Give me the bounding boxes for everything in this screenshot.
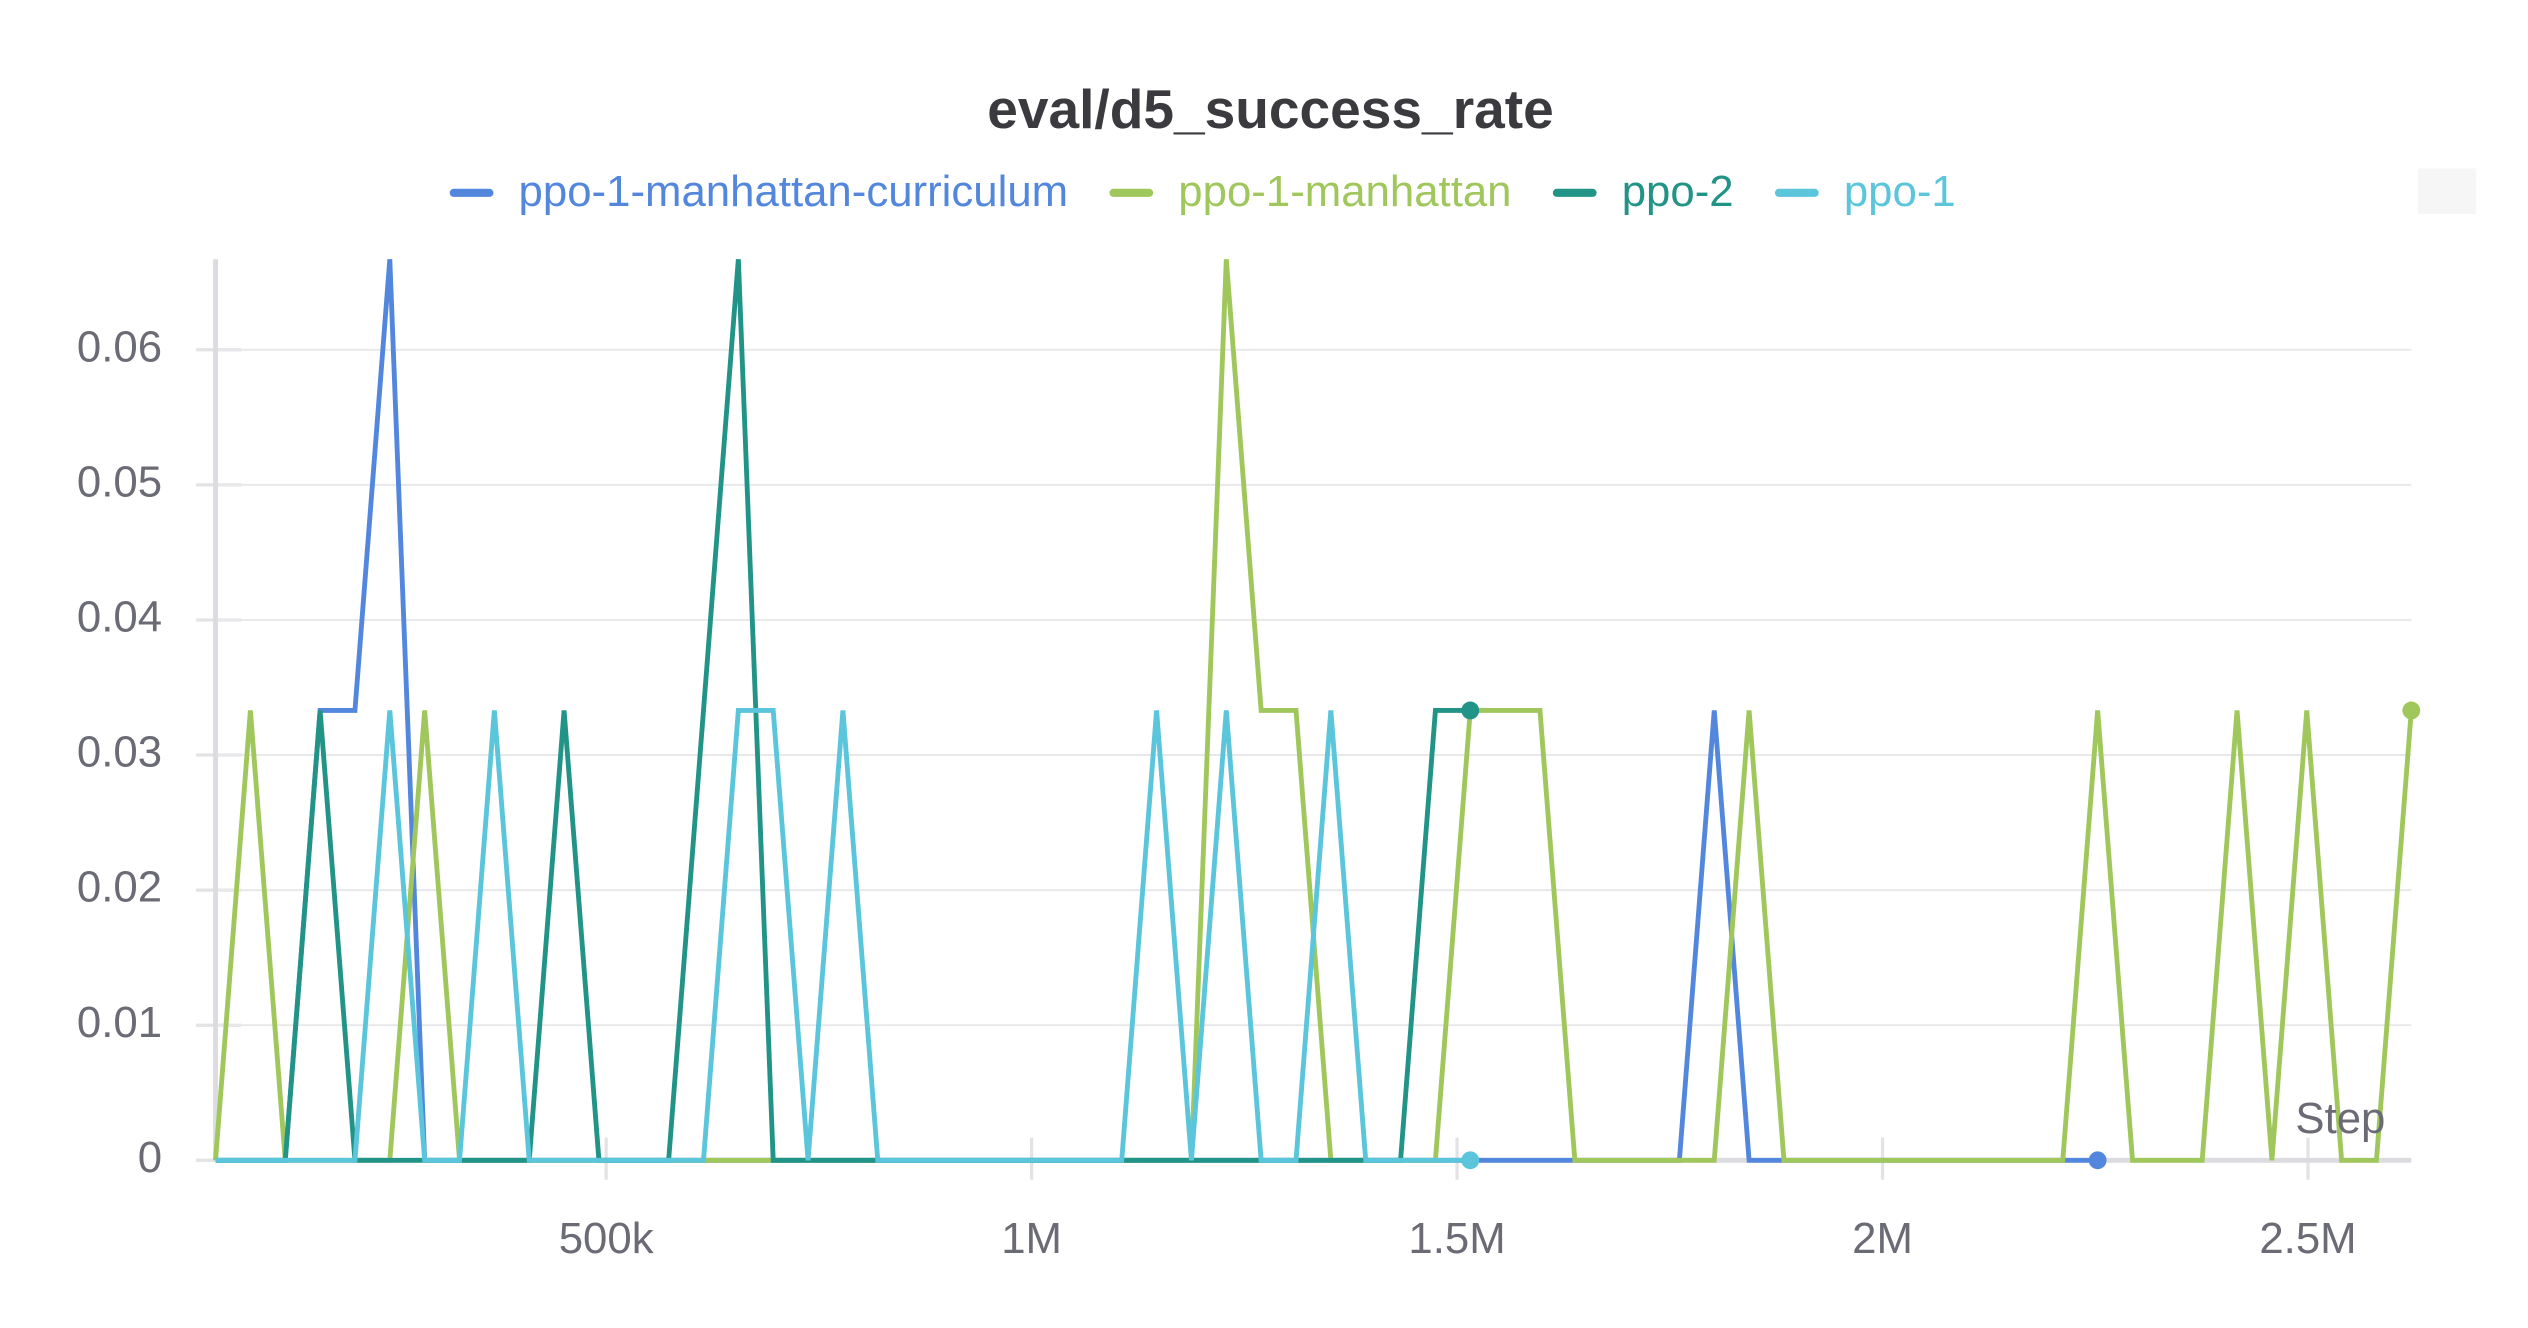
y-tick-label: 0.05: [77, 457, 162, 506]
plot-area: [213, 259, 2421, 1170]
y-tick-label: 0: [138, 1133, 162, 1182]
series-line: [215, 708, 1471, 1163]
legend-label: ppo-1-manhattan-curriculum: [519, 167, 1069, 216]
y-tick-label: 0.03: [77, 728, 162, 777]
x-tick-label: 1M: [1001, 1214, 1062, 1263]
x-tick-label: 2M: [1852, 1214, 1913, 1263]
x-tick-label: 500k: [559, 1214, 654, 1263]
series-end-marker: [2402, 701, 2421, 720]
y-tick-label: 0.02: [77, 863, 162, 912]
series-end-marker: [1461, 1151, 1480, 1170]
y-tick-label: 0.01: [77, 998, 162, 1047]
x-axis-label: Step: [2295, 1094, 2385, 1143]
panel-control[interactable]: [2417, 168, 2477, 214]
y-tick-label: 0.04: [77, 593, 162, 642]
series-end-marker: [2088, 1151, 2107, 1170]
legend-label: ppo-1-manhattan: [1178, 167, 1511, 216]
legend-label: ppo-2: [1622, 167, 1734, 216]
x-tick-label: 1.5M: [1408, 1214, 1505, 1263]
x-tick-label: 2.5M: [2259, 1214, 2356, 1263]
chart-title: eval/d5_success_rate: [987, 78, 1554, 140]
y-tick-label: 0.06: [77, 322, 162, 371]
legend-label: ppo-1: [1844, 167, 1956, 216]
series-end-marker: [1461, 701, 1480, 720]
